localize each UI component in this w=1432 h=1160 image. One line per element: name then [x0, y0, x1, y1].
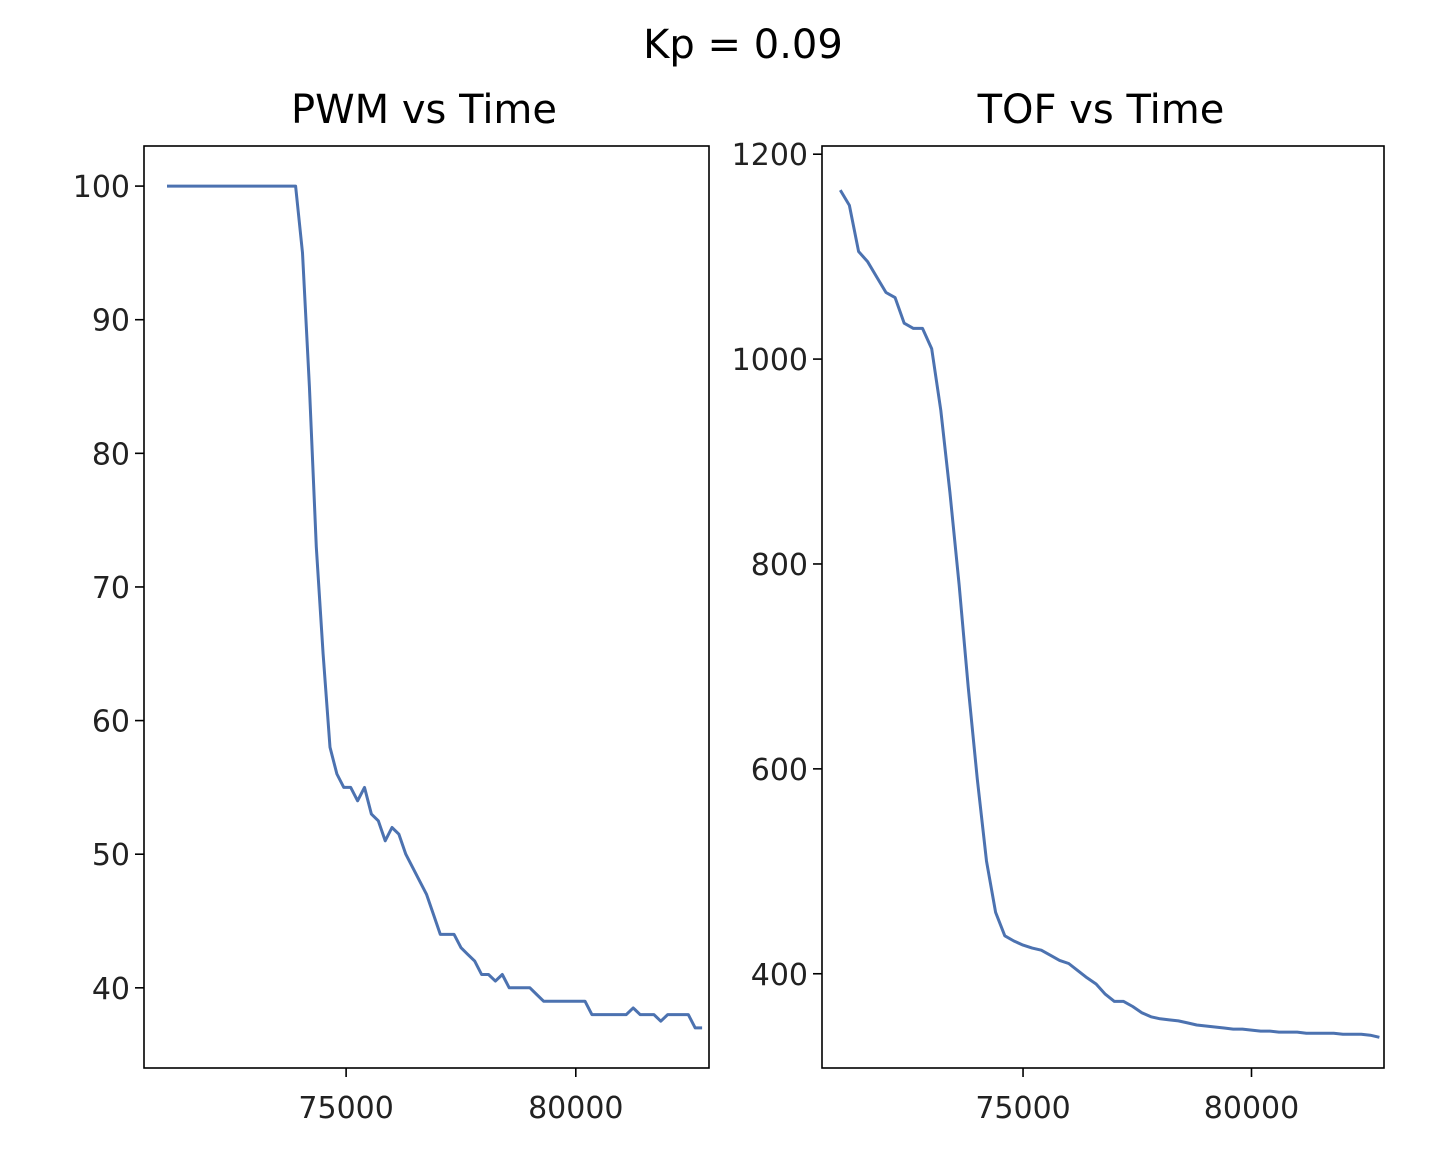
pwm-series-line	[167, 184, 703, 1030]
tof-axes-frame	[821, 145, 1385, 1069]
tof-x-tick-label: 75000	[975, 1091, 1070, 1126]
pwm-y-tick-label: 50	[92, 838, 130, 873]
tof-chart: TOF vs Time 400 600 800 1000 1200 75000 80000	[732, 87, 1385, 1126]
pwm-y-tick-label: 60	[92, 705, 130, 740]
pwm-x-tick-label: 75000	[298, 1091, 393, 1126]
tof-y-tick-label: 600	[751, 753, 808, 788]
tof-y-tick-label: 400	[751, 958, 808, 993]
pwm-y-tick-label: 100	[73, 170, 130, 205]
tof-y-tick-label: 1000	[732, 343, 808, 378]
tof-chart-title: TOF vs Time	[977, 87, 1225, 133]
pwm-y-tick-label: 70	[92, 571, 130, 606]
tof-y-tick-label: 1200	[732, 138, 808, 173]
pwm-chart: PWM vs Time 40 50 60 70 80 90 100 75000 80000	[73, 87, 710, 1126]
pwm-axes-frame	[143, 145, 710, 1069]
pwm-y-tick-label: 80	[92, 437, 130, 472]
pwm-x-tick-label: 80000	[528, 1091, 623, 1126]
tof-series-line	[839, 189, 1380, 1039]
pwm-chart-title: PWM vs Time	[291, 87, 557, 133]
tof-x-tick-label: 80000	[1204, 1091, 1299, 1126]
tof-y-tick-label: 800	[751, 548, 808, 583]
figure-title: Kp = 0.09	[643, 22, 843, 68]
pwm-y-tick-label: 40	[92, 972, 130, 1007]
pwm-y-tick-label: 90	[92, 304, 130, 339]
